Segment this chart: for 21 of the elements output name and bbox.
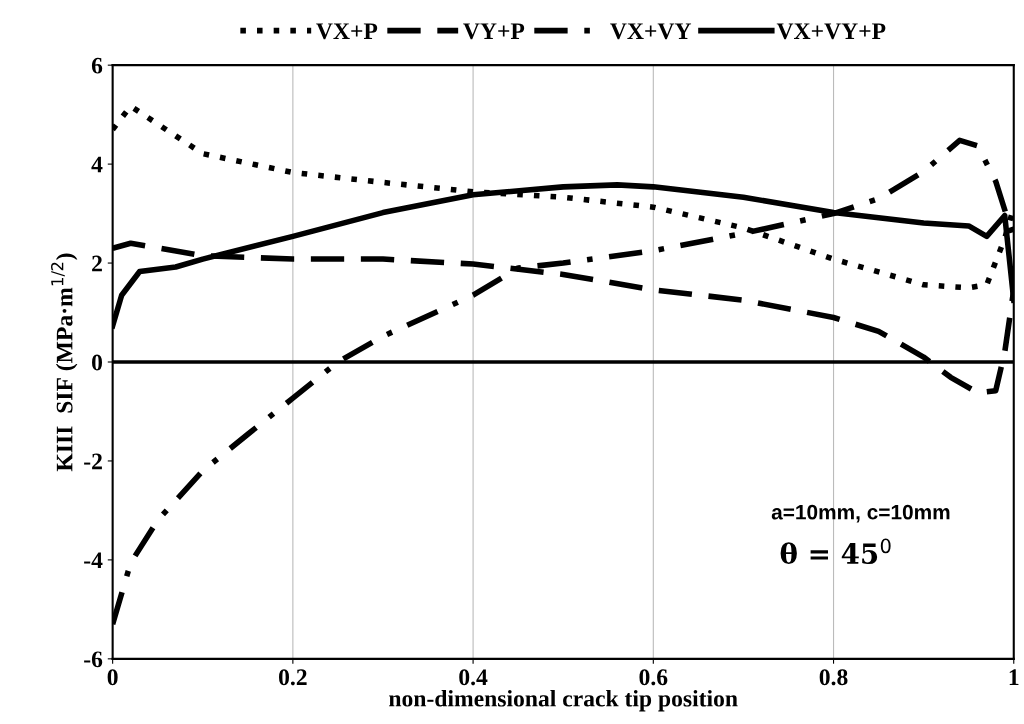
- x-tick-label: 1: [1009, 669, 1019, 685]
- annotation: a=10mm, c=10mm: [771, 504, 950, 523]
- annotation: θ = 45$^{0}$: [780, 538, 891, 565]
- x-tick-label: 0.6: [639, 669, 668, 686]
- x-tick-label: 0.4: [459, 669, 488, 686]
- y-axis-title: KIII SIF (MPa·m$^{1/2}$): [51, 253, 78, 472]
- y-tick-label: -2: [84, 453, 102, 470]
- x-tick-label: 0: [107, 669, 118, 686]
- y-tick-label: 4: [91, 156, 103, 173]
- legend-label: VY+P: [463, 23, 525, 40]
- y-tick-label: 2: [92, 255, 102, 272]
- x-axis-title: non-dimensional crack tip position: [389, 689, 738, 712]
- x-tick-label: 0.2: [279, 669, 307, 686]
- legend-label: VX+VY+P: [776, 23, 886, 40]
- y-tick-label: -6: [84, 651, 103, 668]
- y-tick-label: -4: [84, 552, 103, 569]
- legend-label: VX+P: [316, 23, 378, 40]
- y-tick-label: 0: [92, 354, 103, 371]
- x-tick-label: 0.8: [819, 669, 848, 686]
- legend-label: VX+VY: [610, 23, 692, 40]
- y-tick-label: 6: [91, 57, 103, 74]
